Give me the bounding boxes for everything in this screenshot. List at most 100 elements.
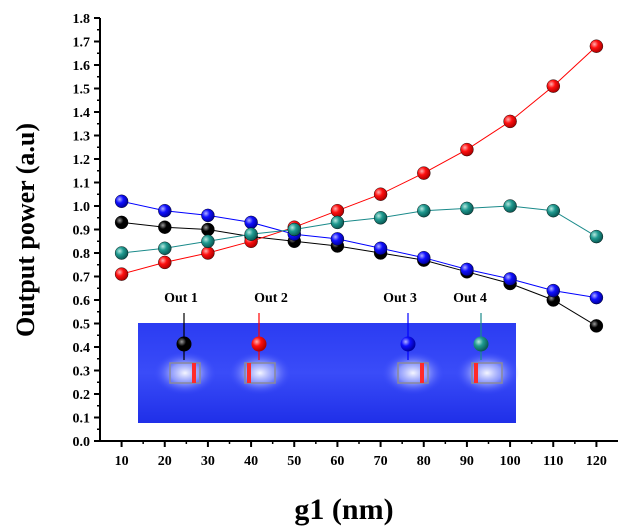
data-point [330, 203, 345, 218]
data-point [244, 227, 258, 241]
series-line [121, 45, 597, 275]
x-tick-label: 10 [115, 454, 129, 469]
data-point [158, 203, 172, 218]
data-point [287, 222, 301, 237]
data-point [546, 203, 560, 218]
probe-ball [251, 336, 267, 352]
data-point [373, 187, 388, 201]
y-tick-label: 0.5 [73, 318, 91, 333]
field-glow [228, 351, 292, 395]
data-point [114, 246, 129, 260]
port-label: Out 2 [254, 291, 288, 306]
field-glow [455, 351, 519, 395]
series-line [121, 221, 597, 327]
x-tick-label: 60 [330, 454, 344, 469]
y-tick-label: 1.1 [73, 177, 91, 192]
data-point [460, 262, 474, 277]
data-point [417, 251, 431, 265]
x-tick-label: 80 [417, 454, 431, 469]
x-tick-label: 40 [244, 454, 258, 469]
inset-field-map: Out 1 Out 2 Out 3 Out 4 [138, 291, 519, 423]
y-tick-label: 1.0 [73, 200, 91, 215]
x-tick-label: 20 [158, 454, 172, 469]
y-tick-label: 0.3 [73, 365, 91, 380]
port-marker [474, 363, 478, 383]
series-3 [114, 194, 604, 305]
ring-resonator [244, 362, 276, 384]
x-tick-label: 90 [460, 454, 474, 469]
y-tick-label: 1.2 [73, 153, 91, 168]
x-tick-label: 50 [287, 454, 301, 469]
field-glow [381, 351, 445, 395]
x-ticks: 10 20 30 40 50 60 70 80 90 100 110 120 [115, 441, 607, 469]
data-point [417, 166, 431, 180]
data-point [503, 272, 517, 286]
data-point [460, 201, 474, 216]
y-ticks: 0.0 0.1 0.2 0.3 0.4 0.5 0.6 0.7 0.8 0.9 1.0 1.1 1.2 1… [73, 12, 100, 450]
data-point [114, 215, 129, 230]
y-tick-label: 1.7 [73, 36, 91, 51]
y-tick-label: 0.4 [73, 341, 91, 356]
x-tick-label: 120 [586, 454, 607, 469]
data-point [373, 211, 388, 225]
data-point [201, 208, 215, 223]
series-layer [114, 39, 604, 333]
ring-resonator [169, 362, 201, 384]
y-tick-label: 1.8 [73, 12, 91, 27]
data-point [330, 215, 345, 230]
x-tick-label: 30 [201, 454, 215, 469]
port-marker [420, 363, 424, 383]
data-point [201, 234, 215, 249]
series-line [121, 200, 597, 299]
data-point [244, 215, 258, 230]
y-tick-label: 1.5 [73, 83, 91, 98]
ring-resonator [471, 362, 503, 384]
probe-ball [400, 336, 416, 352]
probe-ball [473, 336, 489, 352]
ring-resonator [397, 362, 429, 384]
port-label: Out 3 [383, 291, 417, 306]
probe-ball [176, 336, 192, 352]
inset-devices: Out 1 Out 2 Out 3 Out 4 [153, 291, 519, 395]
port-label: Out 4 [453, 291, 487, 306]
y-tick-label: 0.9 [73, 224, 91, 239]
y-tick-label: 0.7 [73, 271, 91, 286]
y-tick-label: 1.6 [73, 59, 91, 74]
y-tick-label: 0.0 [73, 435, 91, 450]
y-tick-label: 0.2 [73, 388, 91, 403]
data-point [114, 267, 129, 281]
data-point [460, 142, 474, 157]
series-line [121, 205, 597, 254]
x-tick-label: 110 [543, 454, 563, 469]
data-point [417, 203, 431, 218]
data-point [201, 222, 215, 237]
data-point [330, 232, 345, 246]
data-point [158, 255, 172, 270]
y-tick-label: 0.8 [73, 247, 91, 262]
x-axis-title: g1 (nm) [294, 493, 393, 526]
y-tick-label: 0.6 [73, 294, 91, 309]
data-point [546, 79, 560, 93]
data-point [158, 220, 172, 234]
x-tick-label: 70 [374, 454, 388, 469]
data-point [114, 194, 129, 209]
data-point [589, 229, 604, 244]
data-point [589, 290, 604, 305]
field-glow [153, 351, 217, 395]
data-point [546, 283, 560, 298]
data-point [201, 246, 215, 260]
series-4 [114, 199, 604, 260]
data-point [158, 241, 172, 256]
data-point [503, 199, 517, 213]
port-label: Out 1 [164, 291, 198, 306]
data-point [589, 319, 604, 333]
y-axis-title: Output power (a.u) [11, 123, 40, 337]
series-1 [114, 215, 604, 333]
y-tick-label: 0.1 [73, 412, 91, 427]
data-point [503, 114, 517, 129]
x-tick-label: 100 [500, 454, 521, 469]
y-tick-label: 1.4 [73, 106, 91, 121]
data-point [373, 241, 388, 256]
port-marker [247, 363, 251, 383]
